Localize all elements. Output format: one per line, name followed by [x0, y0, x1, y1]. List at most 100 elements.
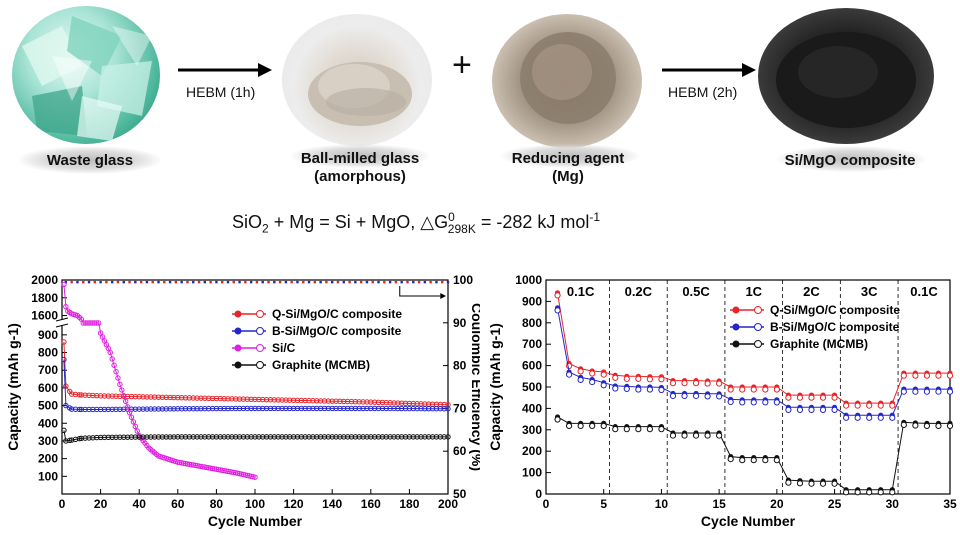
data-point [368, 434, 374, 440]
ce-point [441, 280, 444, 284]
data-point [395, 400, 401, 406]
data-point [352, 434, 359, 440]
data-point [422, 434, 428, 440]
data-point [205, 405, 212, 412]
ce-point [99, 280, 102, 284]
data-point [128, 393, 135, 400]
data-point [287, 434, 293, 440]
data-point [136, 394, 142, 400]
legend-marker [234, 344, 242, 352]
data-point [263, 396, 270, 403]
data-point [692, 380, 700, 387]
data-point [86, 435, 92, 441]
data-point [337, 398, 343, 405]
ce-point [365, 280, 369, 284]
data-point [341, 434, 347, 440]
ce-point [348, 280, 351, 284]
data-point [843, 414, 850, 421]
data-point [260, 434, 266, 440]
ce-point [417, 280, 421, 284]
data-point [140, 406, 146, 412]
data-point [263, 405, 270, 412]
data-point [298, 405, 305, 412]
data-point [739, 386, 746, 393]
legend-label: B-Si/MgO/C composite [272, 324, 402, 338]
data-point [279, 405, 285, 412]
ce-point [302, 280, 305, 284]
data-point [658, 386, 665, 394]
x-tick-label: 35 [943, 497, 957, 511]
ce-point [423, 280, 427, 284]
data-point [426, 405, 432, 412]
data-point [236, 405, 243, 412]
legend-marker [234, 327, 242, 335]
data-point [329, 405, 335, 412]
data-point [681, 380, 688, 387]
data-point [379, 399, 386, 406]
data-point [167, 434, 173, 440]
ce-point [180, 280, 183, 284]
ce-point [186, 280, 189, 284]
data-point [414, 434, 420, 440]
data-point [178, 434, 185, 440]
data-point [923, 422, 931, 430]
data-point [912, 372, 919, 379]
data-point [398, 434, 405, 440]
data-point [341, 405, 347, 412]
x-tick-label: 15 [712, 497, 726, 511]
data-point [623, 426, 630, 433]
data-point [391, 405, 397, 412]
data-point [86, 392, 92, 399]
data-point [132, 406, 139, 412]
data-point [808, 406, 815, 413]
data-point [148, 394, 154, 400]
data-point [669, 432, 677, 439]
data-point [785, 406, 792, 413]
legend-marker [732, 340, 740, 348]
rate-label: 2C [803, 284, 820, 299]
data-point [132, 423, 139, 430]
legend-marker [754, 323, 762, 331]
data-point [233, 434, 239, 440]
data-point [271, 405, 277, 412]
data-point [190, 434, 196, 440]
ce-point [197, 280, 201, 284]
data-point [831, 406, 838, 413]
legend-marker [234, 310, 242, 318]
data-point [635, 375, 642, 382]
data-point [402, 400, 409, 407]
data-point [600, 382, 607, 389]
data-point [202, 395, 208, 401]
data-point [360, 434, 366, 440]
data-point [97, 406, 104, 413]
data-point [221, 434, 227, 440]
data-point [750, 399, 757, 406]
data-point [294, 397, 301, 404]
data-point [368, 399, 374, 405]
data-point [418, 434, 424, 440]
ce-point [70, 280, 73, 284]
ce-point [342, 280, 345, 284]
data-point [387, 405, 393, 412]
legend-marker [256, 344, 264, 352]
data-point [946, 422, 954, 430]
equation-sub2: 298K [447, 221, 476, 236]
ce-point [435, 280, 438, 284]
data-point [121, 392, 127, 399]
data-point [90, 392, 96, 399]
y-tick-label: 100 [38, 469, 58, 483]
data-point [229, 396, 235, 402]
x-tick-label: 20 [94, 497, 108, 511]
data-point [107, 349, 113, 356]
data-point [658, 376, 665, 383]
legend-label: Graphite (MCMB) [770, 337, 868, 351]
data-point [796, 394, 804, 401]
data-point [78, 406, 85, 413]
y-tick-label: 800 [522, 316, 542, 330]
data-point [124, 434, 131, 440]
x-tick-label: 60 [171, 497, 185, 511]
ce-point [226, 280, 230, 284]
data-point [371, 434, 378, 440]
x-tick-label: 80 [210, 497, 224, 511]
data-point [144, 406, 150, 412]
